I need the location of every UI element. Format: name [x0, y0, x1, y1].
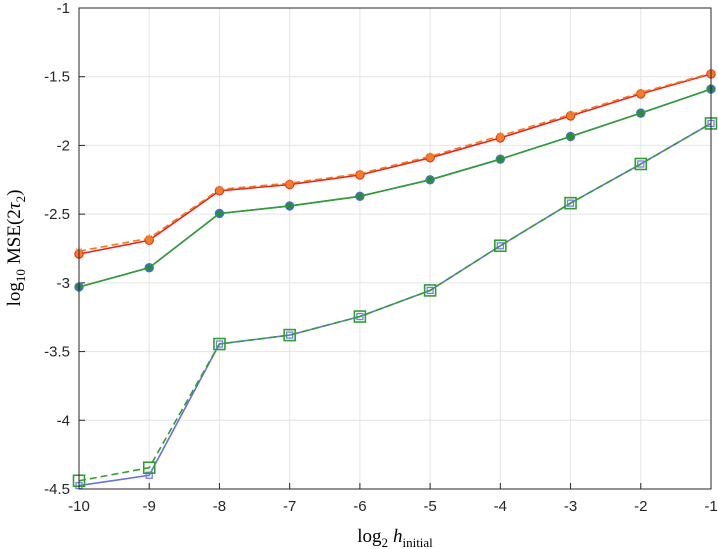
plot-frame [78, 7, 712, 490]
data-point [496, 242, 504, 250]
series-6 [72, 117, 718, 488]
data-point [283, 328, 296, 342]
y-tick-label: -3.5 [44, 344, 70, 361]
y-tick-label: -2 [57, 137, 70, 154]
data-point [496, 155, 505, 163]
data-point [285, 179, 294, 188]
data-point [423, 284, 437, 297]
data-point [145, 471, 153, 479]
data-point [426, 286, 434, 295]
data-point [353, 310, 367, 323]
data-point [215, 185, 224, 194]
data-point [285, 202, 294, 210]
data-point [356, 169, 364, 178]
y-tick-label: -3 [57, 275, 70, 292]
x-axis-label: log2 hinitial [357, 526, 433, 549]
data-point [426, 152, 434, 161]
data-point [637, 160, 645, 168]
data-point [145, 234, 154, 242]
data-point [564, 196, 577, 210]
data-point [566, 132, 575, 141]
data-point [426, 175, 434, 184]
y-tick-label: -2.5 [44, 206, 70, 223]
data-point [494, 239, 507, 253]
data-point [634, 157, 648, 171]
data-point [145, 263, 154, 272]
series-line [78, 88, 712, 288]
data-point [213, 337, 226, 351]
data-point [636, 88, 645, 97]
y-tick-label: -4.5 [44, 481, 70, 498]
x-tick-label: -3 [564, 498, 577, 515]
series-layer [72, 69, 718, 490]
y-axis-label: log10MSE(2τ2) [4, 190, 28, 307]
x-tick-label: -5 [423, 498, 436, 515]
x-tick-label: -10 [68, 498, 90, 515]
data-point [636, 109, 645, 117]
x-tick-label: -9 [143, 498, 156, 515]
x-tick-label: -8 [213, 498, 226, 515]
data-point [215, 209, 224, 218]
y-tick-label: -4 [57, 412, 70, 429]
x-tick-label: -7 [283, 498, 296, 515]
data-point [566, 110, 575, 119]
data-point [215, 340, 224, 348]
x-tick-label: -1 [704, 498, 717, 515]
y-tick-label: -1.5 [44, 69, 70, 86]
tick-labels: -10 -9 -8 -7 -6 -5 -4 -3 -2 -1 -1 -1.5 -2 -2.5 -3 -3.5 -… [44, 0, 718, 515]
data-point [142, 461, 156, 474]
data-point [356, 192, 364, 201]
x-tick-label: -2 [634, 498, 647, 515]
data-point [496, 132, 505, 140]
series-line [78, 73, 712, 255]
x-tick-label: -4 [494, 498, 507, 515]
data-point [566, 199, 575, 207]
y-tick-label: -1 [57, 0, 70, 17]
series-line [78, 72, 712, 252]
x-tick-label: -6 [353, 498, 366, 515]
series-line [78, 122, 712, 487]
